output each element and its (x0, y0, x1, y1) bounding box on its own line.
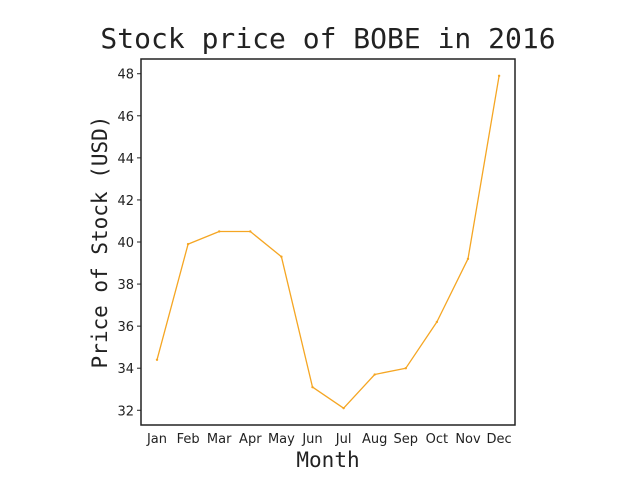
data-point (280, 255, 283, 258)
data-point (404, 367, 407, 370)
data-point (435, 320, 439, 324)
y-tick-label: 38 (117, 278, 134, 293)
data-point (311, 385, 314, 389)
y-tick-label: 46 (117, 110, 134, 125)
x-tick-label: Jan (146, 432, 167, 447)
y-tick-label: 34 (117, 362, 134, 377)
x-tick-label: Aug (362, 432, 387, 447)
data-point (218, 230, 221, 233)
data-point (249, 230, 252, 233)
data-point (342, 406, 345, 410)
plot-area-frame (140, 58, 516, 426)
x-tick-label: Feb (177, 432, 200, 447)
data-point (155, 358, 159, 361)
x-axis-ticks: Jan Feb Mar Apr May Jun Jul Aug Sep Oct Nov Dec (146, 432, 512, 447)
data-point (466, 257, 470, 261)
x-axis-label: Month (296, 448, 359, 472)
x-tick-label: Oct (426, 432, 448, 447)
data-point (497, 74, 501, 78)
x-tick-label: Apr (239, 432, 262, 447)
data-point (186, 242, 190, 246)
y-tick-label: 44 (117, 152, 134, 167)
y-tick-label: 48 (117, 68, 134, 83)
x-tick-label: Jul (335, 432, 352, 447)
x-tick-label: Nov (455, 432, 481, 447)
series-layer (155, 74, 501, 410)
x-tick-label: May (268, 432, 295, 447)
y-axis-label: Price of Stock (USD) (88, 116, 112, 369)
y-axis-ticks: 32 34 36 38 40 42 44 46 48 (117, 68, 141, 419)
y-tick-label: 40 (117, 236, 134, 251)
x-tick-label: Jun (301, 432, 322, 447)
y-tick-label: 42 (117, 194, 134, 209)
data-point (373, 373, 376, 376)
y-tick-label: 36 (117, 320, 134, 335)
chart-title: Stock price of BOBE in 2016 (100, 22, 555, 55)
y-tick-label: 32 (117, 404, 134, 419)
series-line (156, 75, 500, 409)
x-tick-label: Sep (394, 432, 419, 447)
x-tick-label: Mar (207, 432, 232, 447)
x-tick-label: Dec (487, 432, 512, 447)
